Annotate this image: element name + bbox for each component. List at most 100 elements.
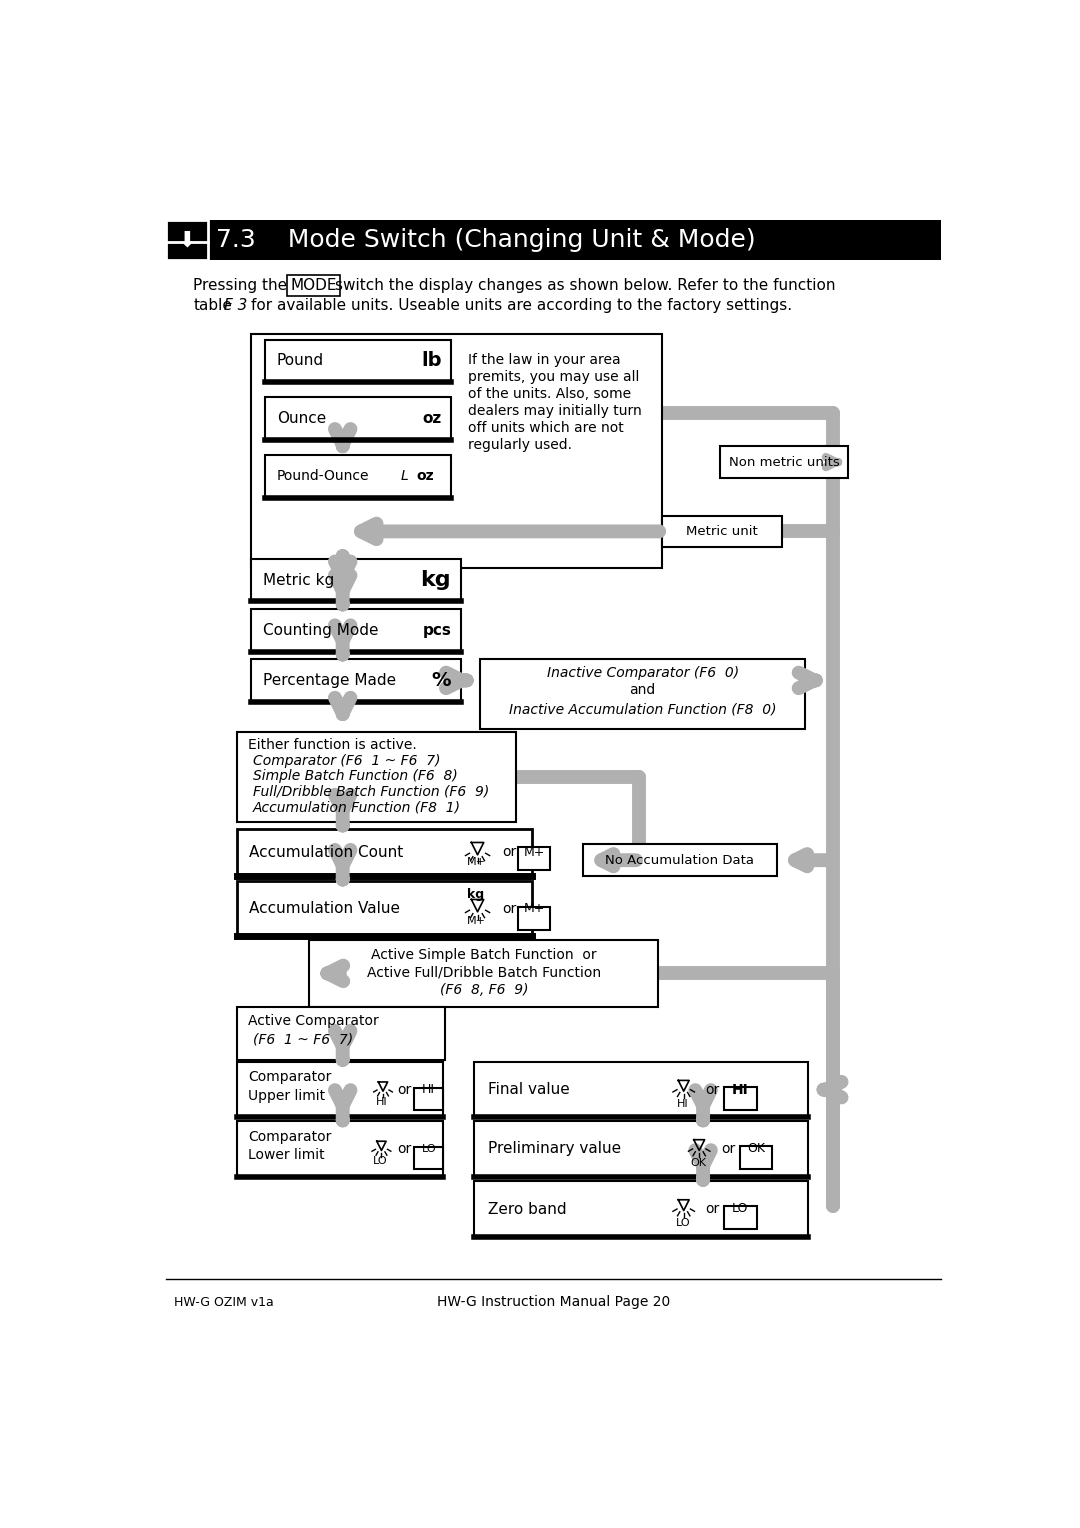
Text: of the units. Also, some: of the units. Also, some [469, 387, 632, 402]
Text: oz: oz [422, 411, 442, 426]
Text: off units which are not: off units which are not [469, 422, 624, 435]
Text: 7.3    Mode Switch (Changing Unit & Mode): 7.3 Mode Switch (Changing Unit & Mode) [216, 228, 756, 252]
FancyBboxPatch shape [238, 882, 531, 937]
Text: If the law in your area: If the law in your area [469, 353, 621, 367]
Text: HI: HI [376, 1097, 388, 1106]
Text: Comparator: Comparator [248, 1129, 332, 1143]
Text: or: or [721, 1141, 735, 1157]
FancyBboxPatch shape [517, 908, 551, 931]
Text: table: table [193, 298, 232, 313]
FancyBboxPatch shape [238, 828, 531, 877]
FancyBboxPatch shape [166, 220, 941, 260]
Text: Metric unit: Metric unit [686, 526, 758, 538]
Text: or: or [397, 1083, 411, 1097]
Text: Lower limit: Lower limit [248, 1148, 325, 1163]
FancyBboxPatch shape [166, 220, 207, 260]
Text: Comparator (F6  1 ~ F6  7): Comparator (F6 1 ~ F6 7) [253, 753, 441, 769]
Text: Non metric units: Non metric units [729, 455, 839, 469]
FancyBboxPatch shape [238, 1007, 445, 1059]
FancyBboxPatch shape [266, 397, 451, 440]
Text: (F6  1 ~ F6  7): (F6 1 ~ F6 7) [253, 1033, 353, 1047]
Text: Either function is active.: Either function is active. [248, 738, 417, 752]
FancyBboxPatch shape [662, 516, 782, 547]
FancyBboxPatch shape [309, 940, 658, 1007]
Text: regularly used.: regularly used. [469, 439, 572, 452]
FancyBboxPatch shape [720, 446, 848, 478]
Text: Inactive Accumulation Function (F8  0): Inactive Accumulation Function (F8 0) [509, 703, 777, 717]
FancyBboxPatch shape [252, 559, 460, 602]
Text: or: or [705, 1083, 719, 1097]
Text: Pound: Pound [276, 353, 324, 368]
Text: Preliminary value: Preliminary value [488, 1141, 621, 1157]
FancyBboxPatch shape [583, 843, 777, 877]
Text: Pressing the: Pressing the [193, 278, 287, 293]
Text: HW-G OZIM v1a: HW-G OZIM v1a [174, 1296, 273, 1308]
Text: pcs: pcs [422, 623, 451, 637]
FancyBboxPatch shape [474, 1181, 808, 1236]
Text: Final value: Final value [488, 1082, 570, 1097]
Text: OK: OK [690, 1158, 706, 1167]
Text: Accumulation Value: Accumulation Value [248, 902, 400, 917]
Text: Accumulation Function (F8  1): Accumulation Function (F8 1) [253, 801, 461, 814]
Text: %: % [432, 671, 451, 691]
Text: Pound-Ounce: Pound-Ounce [276, 469, 369, 483]
Text: HI: HI [677, 1099, 689, 1108]
Text: LO: LO [421, 1144, 436, 1154]
Text: or: or [397, 1141, 411, 1157]
Text: M+: M+ [467, 857, 486, 866]
Text: LO: LO [373, 1157, 388, 1166]
FancyBboxPatch shape [740, 1146, 772, 1169]
Text: M+: M+ [524, 847, 544, 859]
Text: kg: kg [420, 570, 451, 590]
Text: lb: lb [421, 351, 442, 370]
Text: Upper limit: Upper limit [248, 1089, 325, 1103]
Text: or: or [502, 902, 516, 915]
Text: for available units. Useable units are according to the factory settings.: for available units. Useable units are a… [252, 298, 793, 313]
FancyBboxPatch shape [414, 1148, 444, 1169]
Text: or: or [705, 1203, 719, 1216]
Text: LO: LO [676, 1218, 690, 1229]
Text: No Accumulation Data: No Accumulation Data [605, 854, 754, 866]
FancyBboxPatch shape [266, 455, 451, 498]
FancyBboxPatch shape [252, 610, 460, 651]
Text: M+: M+ [524, 902, 544, 915]
FancyBboxPatch shape [474, 1062, 808, 1117]
Text: Zero band: Zero band [488, 1201, 567, 1216]
Text: Accumulation Count: Accumulation Count [248, 845, 403, 860]
Text: Full/Dribble Batch Function (F6  9): Full/Dribble Batch Function (F6 9) [253, 785, 489, 799]
FancyBboxPatch shape [480, 659, 806, 729]
Text: Active Simple Batch Function  or: Active Simple Batch Function or [370, 947, 596, 963]
Text: dealers may initially turn: dealers may initially turn [469, 405, 642, 419]
FancyBboxPatch shape [474, 1122, 808, 1177]
Text: LO: LO [732, 1203, 748, 1215]
Text: ⬇: ⬇ [177, 231, 197, 251]
FancyBboxPatch shape [724, 1206, 757, 1229]
FancyBboxPatch shape [517, 847, 551, 871]
Text: OK: OK [746, 1143, 765, 1155]
Text: HW-G Instruction Manual Page 20: HW-G Instruction Manual Page 20 [437, 1296, 670, 1309]
Text: or: or [502, 845, 516, 859]
FancyBboxPatch shape [238, 732, 516, 822]
Text: and: and [630, 683, 656, 697]
Text: oz: oz [416, 469, 434, 483]
Text: M+: M+ [467, 915, 486, 926]
Text: Percentage Made: Percentage Made [262, 672, 396, 688]
Text: F 3: F 3 [225, 298, 247, 313]
Text: HI: HI [732, 1083, 748, 1097]
FancyBboxPatch shape [266, 339, 451, 382]
Text: Active Full/Dribble Batch Function: Active Full/Dribble Batch Function [367, 966, 600, 979]
FancyBboxPatch shape [252, 333, 662, 568]
Text: Metric kg: Metric kg [262, 573, 334, 588]
FancyBboxPatch shape [238, 1122, 443, 1177]
Text: switch the display changes as shown below. Refer to the function: switch the display changes as shown belo… [335, 278, 836, 293]
Text: L: L [401, 469, 408, 483]
Text: Simple Batch Function (F6  8): Simple Batch Function (F6 8) [253, 769, 458, 784]
Text: Counting Mode: Counting Mode [262, 623, 378, 637]
FancyBboxPatch shape [238, 1062, 443, 1117]
FancyBboxPatch shape [252, 659, 460, 701]
Text: MODE: MODE [291, 278, 337, 293]
Text: Comparator: Comparator [248, 1070, 332, 1085]
FancyBboxPatch shape [724, 1086, 757, 1109]
Text: (F6  8, F6  9): (F6 8, F6 9) [440, 984, 528, 998]
FancyBboxPatch shape [414, 1088, 444, 1109]
